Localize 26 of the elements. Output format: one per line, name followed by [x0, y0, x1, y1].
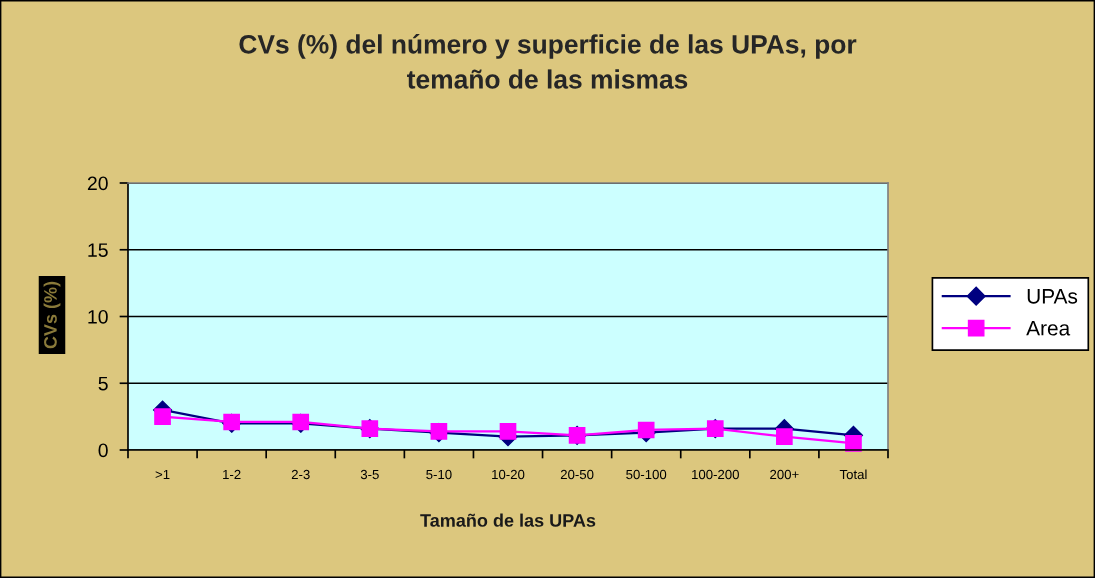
x-tick-label: 10-20	[492, 469, 525, 480]
x-tick-label: 200+	[770, 469, 799, 480]
y-tick-label: 20	[87, 176, 108, 191]
chart-title: CVs (%) del número y superficie de las UPAs, por temaño de las mismas	[239, 34, 857, 89]
point	[154, 408, 171, 425]
x-axis-title: Tamaño de las UPAs	[420, 513, 596, 527]
y-tick-label: 10	[88, 309, 108, 324]
y-tick-label: 15	[88, 243, 108, 257]
x-tick-label: >1	[155, 469, 170, 480]
x-tick-label: 20-50	[560, 469, 594, 480]
point	[499, 422, 517, 440]
y-tick-label: 5	[98, 376, 108, 391]
x-tick-label: 5-10	[426, 469, 452, 480]
x-tick-label: 2-3	[291, 469, 310, 480]
x-tick-label: 1-2	[223, 469, 241, 480]
x-tick-label: 100-200	[692, 469, 739, 480]
legend-label: UPAs	[1027, 289, 1078, 304]
point	[776, 428, 793, 445]
x-tick-label: 50-100	[626, 469, 667, 480]
legend-label: Area	[1026, 321, 1071, 336]
x-tick-label: 3-5	[360, 469, 379, 480]
point	[845, 434, 862, 452]
point	[637, 421, 655, 439]
y-axis-title: CVs (%)	[43, 281, 61, 349]
y-tick-label: 0	[98, 443, 108, 458]
x-tick-label: Total	[839, 469, 867, 480]
